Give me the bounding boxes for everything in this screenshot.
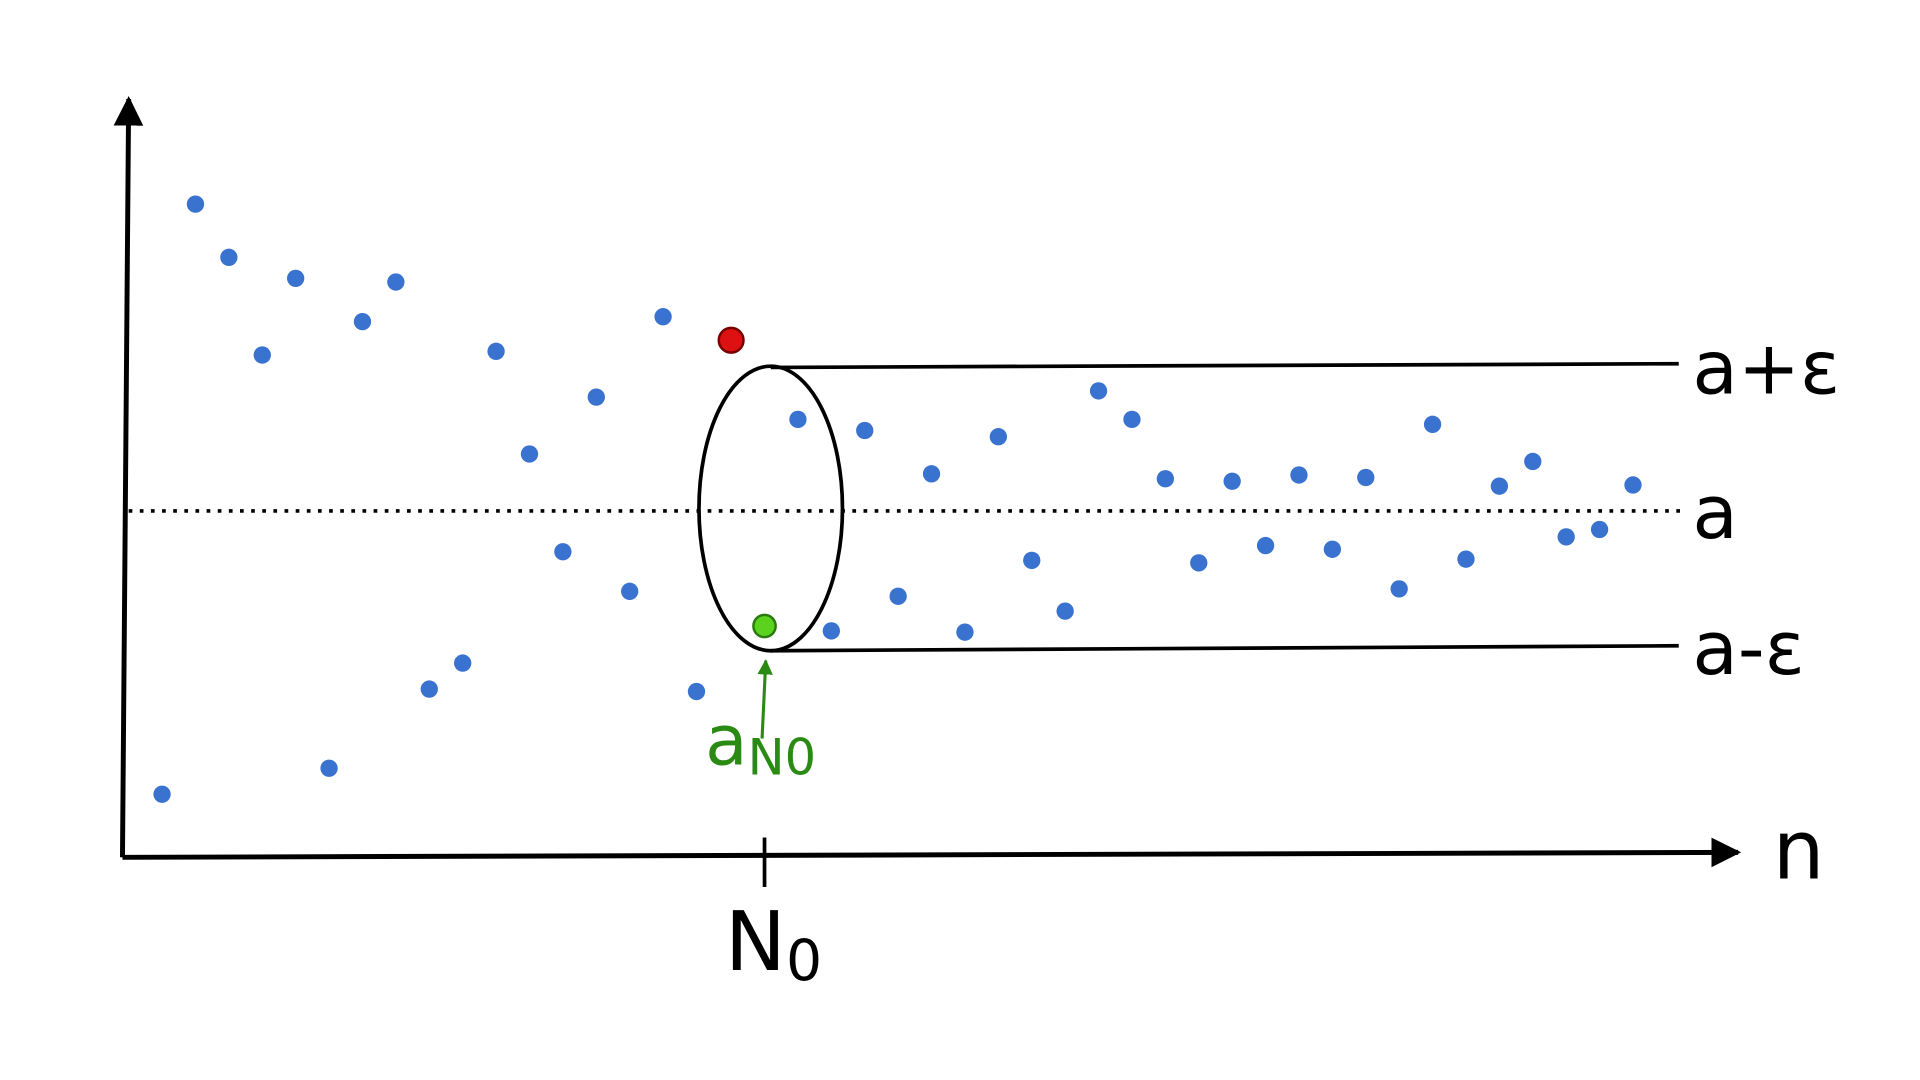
sequence-point xyxy=(1056,602,1074,620)
upper-label: a+ε xyxy=(1692,324,1840,411)
lower-label: a-ε xyxy=(1692,605,1804,692)
a-n0-label: aN0 xyxy=(705,702,816,787)
sequence-point xyxy=(487,342,505,360)
y-axis xyxy=(113,96,144,858)
sequence-point xyxy=(420,680,438,698)
lower-bound-line xyxy=(770,643,1679,653)
sequence-point xyxy=(654,308,672,326)
sequence-point xyxy=(454,654,472,672)
sequence-point xyxy=(353,312,372,331)
sequence-point xyxy=(520,445,539,463)
band-ellipse xyxy=(697,364,845,653)
outlier-point xyxy=(717,326,745,354)
sequence-point xyxy=(1123,410,1141,429)
sequence-point xyxy=(220,248,238,266)
sequence-point xyxy=(1089,382,1108,400)
a-n0-point xyxy=(752,613,777,639)
sequence-point xyxy=(856,421,874,440)
sequence-point xyxy=(1557,528,1575,546)
sequence-point xyxy=(153,785,171,803)
sequence-point xyxy=(789,410,807,429)
sequence-point xyxy=(1490,477,1509,495)
sequence-point xyxy=(1290,466,1308,484)
sequence-point xyxy=(1457,550,1475,568)
sequence-point xyxy=(1023,551,1041,570)
sequence-point xyxy=(1357,468,1375,487)
sequence-point xyxy=(687,682,706,701)
sequence-point xyxy=(956,623,974,641)
n0-label: N0 xyxy=(725,895,822,994)
sequence-point xyxy=(1624,476,1642,494)
sequence-points xyxy=(153,195,1642,803)
sequence-point xyxy=(989,428,1008,446)
upper-bound-line xyxy=(770,361,1679,370)
sequence-point xyxy=(554,543,572,561)
sequence-point xyxy=(1590,520,1609,539)
sequence-point xyxy=(1223,472,1241,490)
sequence-point xyxy=(1256,536,1275,555)
x-axis-label: n xyxy=(1773,803,1825,898)
n0-sub: 0 xyxy=(786,928,822,994)
sequence-point xyxy=(1156,470,1175,488)
sequence-point xyxy=(889,587,907,605)
sequence-point xyxy=(387,273,405,291)
sequence-point xyxy=(1190,554,1208,572)
a-n0-sub: N0 xyxy=(748,728,816,786)
a-n0-base: a xyxy=(705,702,747,782)
sequence-point xyxy=(621,582,639,600)
sequence-point xyxy=(1390,580,1408,598)
sequence-point xyxy=(587,388,605,406)
sequence-point xyxy=(1323,540,1342,558)
limit-label: a xyxy=(1692,469,1737,556)
a-n0-arrow xyxy=(757,659,773,739)
x-axis xyxy=(122,837,1742,868)
sequence-point xyxy=(922,465,941,483)
sequence-point xyxy=(287,269,305,288)
sequence-point xyxy=(320,759,338,777)
sequence-point xyxy=(186,195,205,213)
sequence-point xyxy=(822,622,840,640)
sequence-point xyxy=(253,346,271,364)
sequence-point xyxy=(1524,452,1542,471)
n0-base: N xyxy=(725,895,786,990)
sequence-point xyxy=(1423,415,1442,433)
